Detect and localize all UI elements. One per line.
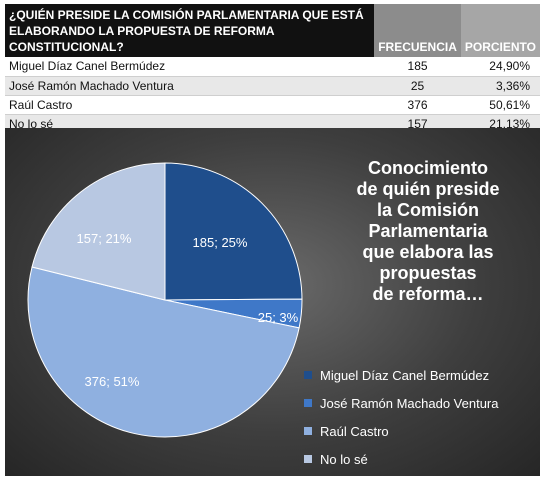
legend-swatch xyxy=(304,427,312,435)
pie-slice xyxy=(31,162,166,301)
question-line-2: ELABORANDO LA PROPUESTA DE REFORMA CONST… xyxy=(9,24,275,54)
chart-title: Conocimiento de quién preside la Comisió… xyxy=(356,158,500,304)
row-label: José Ramón Machado Ventura xyxy=(5,76,375,96)
legend-label: Miguel Díaz Canel Bermúdez xyxy=(320,367,490,383)
porciento-header: PORCIENTO xyxy=(460,4,540,57)
data-label: 25; 3% xyxy=(258,310,299,325)
legend-label: Raúl Castro xyxy=(320,423,389,439)
row-label: Miguel Díaz Canel Bermúdez xyxy=(5,57,375,77)
legend-item: José Ramón Machado Ventura xyxy=(304,392,499,414)
legend-item: No lo sé xyxy=(304,448,499,470)
table-header: ¿QUIÉN PRESIDE LA COMISIÓN PARLAMENTARIA… xyxy=(5,4,540,57)
pie-slice xyxy=(164,162,303,301)
table-row: Raúl Castro 376 50,61% xyxy=(5,95,540,115)
legend-swatch xyxy=(304,455,312,463)
row-porciento: 3,36% xyxy=(460,76,540,96)
legend-swatch xyxy=(304,399,312,407)
row-frecuencia: 376 xyxy=(374,95,461,115)
data-label: 376; 51% xyxy=(85,374,140,389)
legend-item: Raúl Castro xyxy=(304,420,499,442)
question-line-1: ¿QUIÉN PRESIDE LA COMISIÓN PARLAMENTARIA… xyxy=(9,8,364,22)
legend-swatch xyxy=(304,371,312,379)
question-header: ¿QUIÉN PRESIDE LA COMISIÓN PARLAMENTARIA… xyxy=(5,4,375,57)
row-porciento: 24,90% xyxy=(460,57,540,77)
legend-label: José Ramón Machado Ventura xyxy=(320,395,499,411)
data-label: 157; 21% xyxy=(77,231,132,246)
legend-item: Miguel Díaz Canel Bermúdez xyxy=(304,364,499,386)
legend-label: No lo sé xyxy=(320,451,368,467)
row-frecuencia: 185 xyxy=(374,57,461,77)
row-frecuencia: 25 xyxy=(374,76,461,96)
pie-slice xyxy=(27,266,300,438)
table-row: José Ramón Machado Ventura 25 3,36% xyxy=(5,76,540,96)
data-label: 185; 25% xyxy=(193,235,248,250)
table-row: Miguel Díaz Canel Bermúdez 185 24,90% xyxy=(5,57,540,77)
row-label: Raúl Castro xyxy=(5,95,375,115)
row-porciento: 50,61% xyxy=(460,95,540,115)
frecuencia-header: FRECUENCIA xyxy=(374,4,461,57)
survey-table: ¿QUIÉN PRESIDE LA COMISIÓN PARLAMENTARIA… xyxy=(5,4,540,134)
chart-legend: Miguel Díaz Canel Bermúdez José Ramón Ma… xyxy=(304,364,499,476)
